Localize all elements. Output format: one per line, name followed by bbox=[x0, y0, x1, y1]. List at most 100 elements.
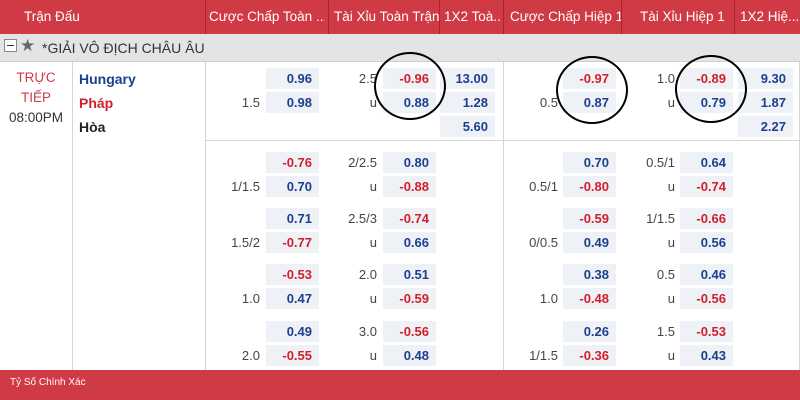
odds-1x2-away[interactable]: 1.28 bbox=[440, 92, 495, 113]
odds-1x2-home[interactable]: 9.30 bbox=[738, 68, 793, 89]
total-line: 2/2.5 bbox=[348, 155, 377, 170]
live-status: TIẾP bbox=[20, 90, 51, 105]
total-line: u bbox=[667, 179, 675, 194]
odds-cell[interactable]: -0.88 bbox=[383, 176, 436, 197]
column-divider bbox=[72, 62, 73, 370]
column-header-bar: Trận Đấu Cược Chấp Toàn ... Tài Xỉu Toàn… bbox=[0, 0, 800, 34]
total-line: u bbox=[369, 291, 377, 306]
header-divider bbox=[439, 0, 440, 34]
header-1x2-ft[interactable]: 1X2 Toà... bbox=[444, 9, 502, 24]
total-line: 2.5/3 bbox=[348, 211, 377, 226]
handicap-line: 1.0 bbox=[539, 291, 558, 306]
odds-cell[interactable]: 0.49 bbox=[563, 232, 616, 253]
total-line: u bbox=[369, 179, 377, 194]
header-divider bbox=[328, 0, 329, 34]
odds-cell[interactable]: 0.70 bbox=[266, 176, 319, 197]
row-divider bbox=[205, 140, 799, 141]
odds-cell[interactable]: 0.64 bbox=[680, 152, 733, 173]
handicap-line: 1.0 bbox=[241, 291, 260, 306]
odds-cell[interactable]: -0.53 bbox=[266, 264, 319, 285]
header-handicap-ft[interactable]: Cược Chấp Toàn ... bbox=[209, 9, 325, 24]
total-line: 1.0 bbox=[656, 71, 675, 86]
total-line: 0.5 bbox=[656, 267, 675, 282]
odds-cell[interactable]: -0.48 bbox=[563, 288, 616, 309]
odds-cell[interactable]: 0.47 bbox=[266, 288, 319, 309]
odds-cell[interactable]: -0.36 bbox=[563, 345, 616, 366]
total-line: u bbox=[369, 348, 377, 363]
odds-1x2-draw[interactable]: 2.27 bbox=[738, 116, 793, 137]
odds-cell[interactable]: 0.46 bbox=[680, 264, 733, 285]
correct-score-title: Tỷ Số Chính Xác bbox=[10, 377, 86, 388]
header-divider bbox=[734, 0, 735, 34]
odds-cell[interactable]: 0.98 bbox=[266, 92, 319, 113]
header-over-under-h1[interactable]: Tài Xỉu Hiệp 1 bbox=[640, 9, 725, 24]
total-line: 3.0 bbox=[358, 324, 377, 339]
total-line: u bbox=[667, 235, 675, 250]
odds-cell[interactable]: 0.26 bbox=[563, 321, 616, 342]
odds-cell[interactable]: -0.53 bbox=[680, 321, 733, 342]
column-divider bbox=[503, 62, 504, 370]
star-icon[interactable]: ★ bbox=[20, 36, 36, 55]
match-time: 08:00PM bbox=[8, 110, 64, 125]
league-name: *GIẢI VÔ ĐỊCH CHÂU ÂU bbox=[42, 40, 205, 56]
header-match[interactable]: Trận Đấu bbox=[24, 9, 80, 24]
total-line: 0.5/1 bbox=[646, 155, 675, 170]
odds-cell[interactable]: 0.80 bbox=[383, 152, 436, 173]
handicap-line: 1/1.5 bbox=[231, 179, 260, 194]
odds-cell[interactable]: -0.80 bbox=[563, 176, 616, 197]
handicap-line: 1.5/2 bbox=[231, 235, 260, 250]
odds-cell[interactable]: 0.38 bbox=[563, 264, 616, 285]
odds-cell[interactable]: 0.49 bbox=[266, 321, 319, 342]
odds-cell[interactable]: 0.71 bbox=[266, 208, 319, 229]
team-home[interactable]: Hungary bbox=[79, 71, 136, 87]
header-divider bbox=[503, 0, 504, 34]
odds-cell[interactable]: 0.66 bbox=[383, 232, 436, 253]
odds-1x2-home[interactable]: 13.00 bbox=[440, 68, 495, 89]
odds-cell[interactable]: 0.48 bbox=[383, 345, 436, 366]
handicap-line: 0.5 bbox=[539, 95, 558, 110]
team-away[interactable]: Pháp bbox=[79, 95, 114, 111]
collapse-icon[interactable] bbox=[4, 39, 17, 52]
odds-cell[interactable]: -0.77 bbox=[266, 232, 319, 253]
handicap-line: 0.5/1 bbox=[529, 179, 558, 194]
header-divider bbox=[205, 0, 206, 34]
team-draw[interactable]: Hòa bbox=[79, 119, 106, 135]
column-divider bbox=[205, 62, 206, 370]
total-line: u bbox=[369, 95, 377, 110]
total-line: u bbox=[667, 348, 675, 363]
header-1x2-h1[interactable]: 1X2 Hiệ... bbox=[740, 9, 798, 24]
odds-cell[interactable]: 0.51 bbox=[383, 264, 436, 285]
odds-cell[interactable]: 0.70 bbox=[563, 152, 616, 173]
header-divider bbox=[621, 0, 622, 34]
odds-cell[interactable]: -0.74 bbox=[383, 208, 436, 229]
handicap-line: 2.0 bbox=[241, 348, 260, 363]
odds-cell[interactable]: 0.96 bbox=[266, 68, 319, 89]
highlight-circle bbox=[374, 52, 446, 120]
odds-cell[interactable]: 0.56 bbox=[680, 232, 733, 253]
odds-cell[interactable]: -0.59 bbox=[383, 288, 436, 309]
odds-cell[interactable]: -0.76 bbox=[266, 152, 319, 173]
odds-1x2-away[interactable]: 1.87 bbox=[738, 92, 793, 113]
odds-cell[interactable]: -0.66 bbox=[680, 208, 733, 229]
total-line: 2.5 bbox=[358, 71, 377, 86]
total-line: u bbox=[369, 235, 377, 250]
header-handicap-h1[interactable]: Cược Chấp Hiệp 1 bbox=[510, 9, 622, 24]
live-status: TRỰC bbox=[16, 70, 56, 85]
total-line: 1.5 bbox=[656, 324, 675, 339]
total-line: 2.0 bbox=[358, 267, 377, 282]
handicap-line: 1.5 bbox=[241, 95, 260, 110]
highlight-circle bbox=[556, 56, 628, 124]
odds-cell[interactable]: -0.56 bbox=[680, 288, 733, 309]
odds-cell[interactable]: -0.55 bbox=[266, 345, 319, 366]
correct-score-bar[interactable]: Tỷ Số Chính Xác bbox=[0, 370, 800, 400]
handicap-line: 1/1.5 bbox=[529, 348, 558, 363]
odds-1x2-draw[interactable]: 5.60 bbox=[440, 116, 495, 137]
odds-cell[interactable]: -0.56 bbox=[383, 321, 436, 342]
odds-cell[interactable]: -0.74 bbox=[680, 176, 733, 197]
odds-cell[interactable]: -0.59 bbox=[563, 208, 616, 229]
header-over-under-ft[interactable]: Tài Xỉu Toàn Trận bbox=[334, 9, 440, 24]
total-line: u bbox=[667, 291, 675, 306]
total-line: 1/1.5 bbox=[646, 211, 675, 226]
total-line: u bbox=[667, 95, 675, 110]
odds-cell[interactable]: 0.43 bbox=[680, 345, 733, 366]
